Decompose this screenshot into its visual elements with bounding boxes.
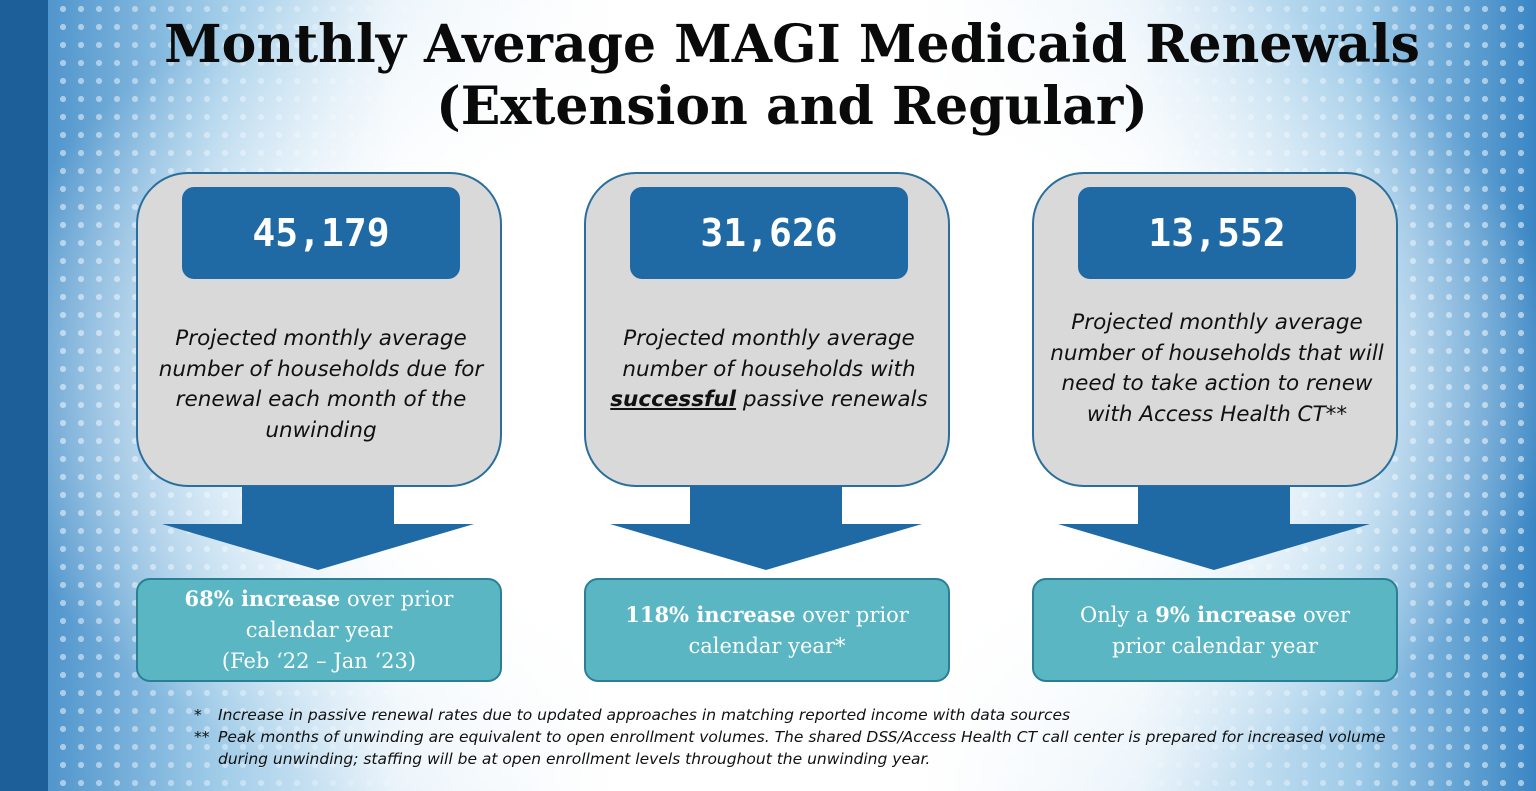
description-text: Projected monthly average number of hous… [158, 326, 484, 443]
description-text-end: passive renewals [736, 387, 928, 412]
increase-summary: 68% increase over prior calendar year (F… [136, 578, 502, 682]
slide-title: Monthly Average MAGI Medicaid Renewals (… [48, 14, 1536, 138]
description-text: Projected monthly average number of hous… [622, 326, 916, 382]
footnote: * Increase in passive renewal rates due … [194, 704, 1394, 726]
card-description-panel: 13,552 Projected monthly average number … [1032, 172, 1398, 487]
stat-value: 45,179 [182, 187, 460, 279]
renewal-card-passive: 31,626 Projected monthly average number … [584, 172, 950, 682]
description-emphasis: successful [610, 387, 737, 412]
stat-value: 31,626 [630, 187, 908, 279]
increase-highlight: 68% increase [184, 586, 341, 611]
renewal-card-action: 13,552 Projected monthly average number … [1032, 172, 1398, 682]
slide-title-line-2: (Extension and Regular) [436, 76, 1148, 137]
stat-value: 13,552 [1078, 187, 1356, 279]
footnotes: * Increase in passive renewal rates due … [194, 704, 1394, 770]
increase-period: (Feb ‘22 – Jan ‘23) [221, 649, 417, 673]
footnote-text: Peak months of unwinding are equivalent … [218, 728, 1386, 768]
increase-summary: 118% increase over prior calendar year* [584, 578, 950, 682]
renewal-card-due: 45,179 Projected monthly average number … [136, 172, 502, 682]
increase-highlight: 9% increase [1155, 601, 1297, 627]
footnote: ** Peak months of unwinding are equivale… [194, 726, 1394, 770]
card-description-panel: 45,179 Projected monthly average number … [136, 172, 502, 487]
increase-highlight: 118% increase [625, 601, 796, 627]
slide-title-line-1: Monthly Average MAGI Medicaid Renewals [164, 14, 1420, 75]
increase-summary-text: over prior calendar year [1111, 602, 1350, 658]
card-description: Projected monthly average number of hous… [602, 324, 936, 416]
increase-summary-text: over prior calendar year [245, 587, 454, 642]
description-text: Projected monthly average number of hous… [1050, 310, 1384, 427]
card-description-panel: 31,626 Projected monthly average number … [584, 172, 950, 487]
down-arrow-icon [610, 486, 922, 570]
footnote-text: Increase in passive renewal rates due to… [218, 706, 1071, 724]
card-description: Projected monthly average number of hous… [154, 324, 488, 446]
footnote-mark: ** [194, 728, 210, 746]
card-description: Projected monthly average number of hous… [1050, 308, 1384, 430]
increase-summary-text: over prior calendar year* [688, 602, 909, 658]
increase-summary-prefix: Only a [1080, 602, 1156, 627]
footnote-mark: * [194, 706, 202, 724]
left-accent-strip [0, 0, 48, 791]
down-arrow-icon [1058, 486, 1370, 570]
increase-summary: Only a 9% increase over prior calendar y… [1032, 578, 1398, 682]
down-arrow-icon [162, 486, 474, 570]
